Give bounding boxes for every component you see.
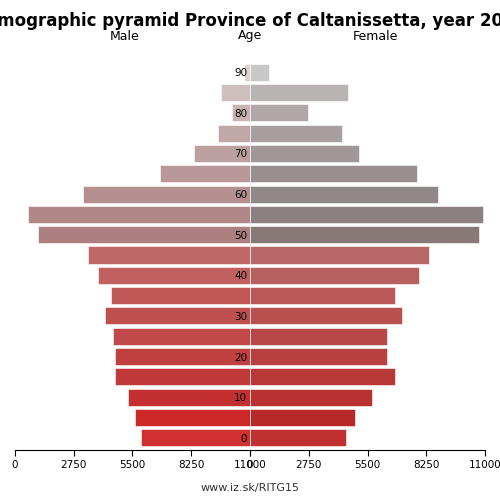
Bar [194, 145, 250, 162]
Bar [250, 226, 478, 243]
Bar [116, 348, 250, 365]
Bar [250, 388, 372, 406]
Bar [84, 186, 250, 202]
Bar [221, 84, 250, 101]
Bar [218, 124, 250, 142]
Bar [250, 104, 308, 122]
Bar [160, 165, 250, 182]
Bar [250, 206, 483, 223]
Bar [250, 308, 402, 324]
Bar [250, 267, 419, 284]
Bar [38, 226, 250, 243]
Bar [250, 328, 386, 345]
Bar [111, 287, 250, 304]
Text: Female: Female [352, 30, 398, 43]
Bar [250, 84, 348, 101]
Bar [250, 124, 342, 142]
Bar [250, 145, 359, 162]
Bar [250, 246, 430, 264]
Bar [88, 246, 250, 264]
Bar [98, 267, 250, 284]
Bar [250, 165, 416, 182]
Text: www.iz.sk/RITG15: www.iz.sk/RITG15 [200, 482, 300, 492]
Bar [28, 206, 250, 223]
Bar [244, 64, 250, 80]
Bar [250, 186, 438, 202]
Bar [141, 430, 250, 446]
Text: Age: Age [238, 30, 262, 43]
Bar [250, 287, 396, 304]
Bar [250, 409, 354, 426]
Bar [134, 409, 250, 426]
Text: Male: Male [110, 30, 140, 43]
Bar [114, 328, 250, 345]
Bar [104, 308, 250, 324]
Bar [250, 64, 269, 80]
Bar [250, 368, 396, 386]
Bar [232, 104, 250, 122]
Bar [250, 348, 386, 365]
Bar [250, 430, 346, 446]
Bar [116, 368, 250, 386]
Bar [128, 388, 250, 406]
Text: demographic pyramid Province of Caltanissetta, year 2022: demographic pyramid Province of Caltanis… [0, 12, 500, 30]
